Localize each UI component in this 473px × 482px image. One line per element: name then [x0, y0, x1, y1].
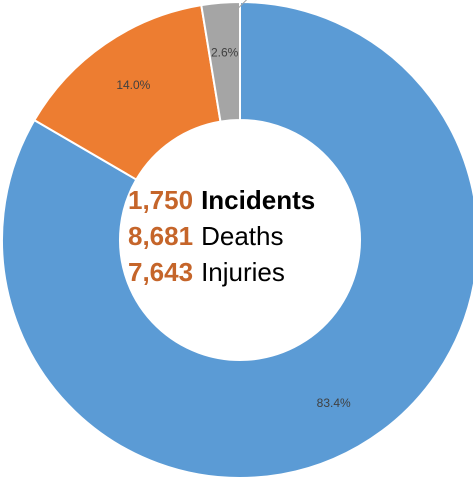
data-labels: 83.4% 14.0% 2.6%	[116, 46, 351, 410]
incidents-label: Incidents	[201, 185, 316, 215]
incidents-stat: 1,750 Incidents	[128, 182, 368, 218]
data-label: 2.6%	[211, 46, 239, 60]
deaths-value: 8,681	[128, 221, 194, 251]
incidents-value: 1,750	[128, 185, 194, 215]
slice-orange	[33, 4, 222, 181]
deaths-stat: 8,681 Deaths	[128, 218, 368, 254]
slice-gray	[200, 0, 241, 123]
deaths-label: Deaths	[201, 221, 284, 251]
leader-line	[238, 0, 248, 9]
injuries-label: Injuries	[201, 257, 285, 287]
injuries-value: 7,643	[128, 257, 194, 287]
data-label: 14.0%	[116, 78, 150, 92]
injuries-stat: 7,643 Injuries	[128, 254, 368, 290]
center-stats: 1,750 Incidents 8,681 Deaths 7,643 Injur…	[128, 182, 368, 290]
leader-lines	[238, 0, 248, 9]
data-label: 83.4%	[317, 396, 351, 410]
